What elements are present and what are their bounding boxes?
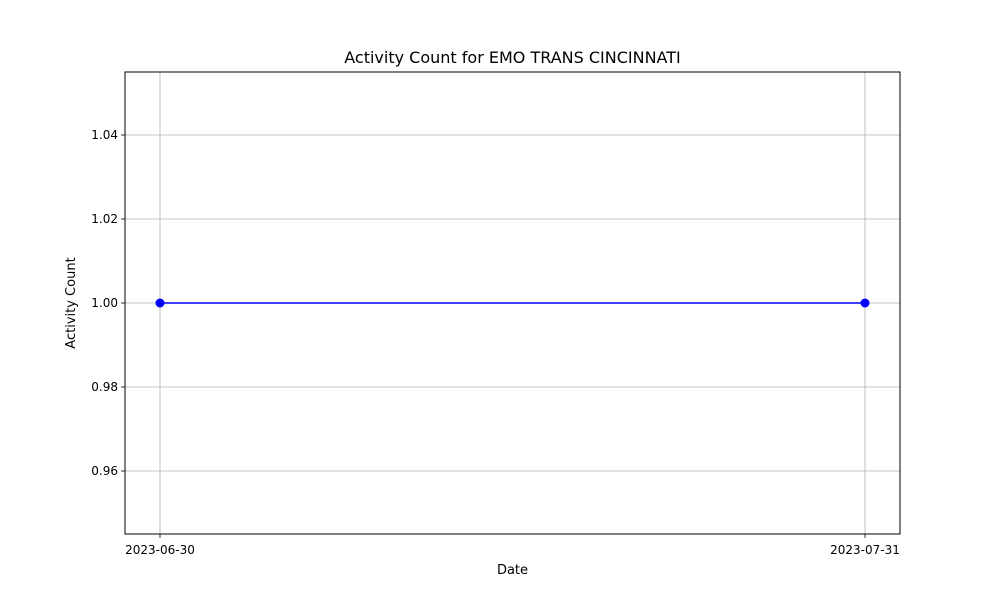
y-tick-label: 0.98 bbox=[91, 380, 118, 394]
data-point bbox=[860, 298, 870, 308]
y-axis-label: Activity Count bbox=[64, 257, 79, 348]
chart-title: Activity Count for EMO TRANS CINCINNATI bbox=[344, 48, 680, 67]
ticks: 0.96 0.98 1.00 1.02 1.04 2023-06-30 2023-07-31 bbox=[91, 128, 900, 557]
y-tick-label: 1.04 bbox=[91, 128, 118, 142]
x-tick-label: 2023-06-30 bbox=[125, 543, 195, 557]
y-tick-label: 1.00 bbox=[91, 296, 118, 310]
x-axis-label: Date bbox=[497, 563, 528, 578]
data-point bbox=[155, 298, 165, 308]
y-tick-label: 0.96 bbox=[91, 464, 118, 478]
series-layer bbox=[155, 298, 870, 308]
x-tick-label: 2023-07-31 bbox=[830, 543, 900, 557]
y-tick-label: 1.02 bbox=[91, 212, 118, 226]
